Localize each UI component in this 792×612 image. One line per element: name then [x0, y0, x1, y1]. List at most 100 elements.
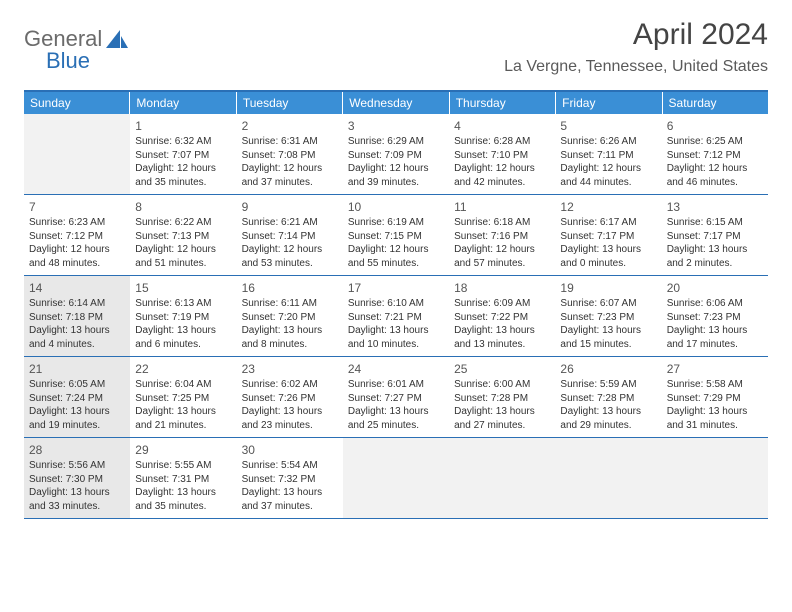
daylight-line-2: and 35 minutes.	[135, 500, 231, 514]
sunrise-line: Sunrise: 5:58 AM	[667, 378, 763, 392]
sunrise-line: Sunrise: 5:54 AM	[242, 459, 338, 473]
daylight-line-2: and 0 minutes.	[560, 257, 656, 271]
daylight-line-1: Daylight: 12 hours	[667, 162, 763, 176]
day-cell: 9Sunrise: 6:21 AMSunset: 7:14 PMDaylight…	[237, 195, 343, 275]
sunset-line: Sunset: 7:12 PM	[667, 149, 763, 163]
daylight-line-2: and 29 minutes.	[560, 419, 656, 433]
sunset-line: Sunset: 7:17 PM	[560, 230, 656, 244]
daylight-line-2: and 37 minutes.	[242, 176, 338, 190]
daylight-line-2: and 25 minutes.	[348, 419, 444, 433]
day-number: 19	[560, 280, 656, 296]
day-cell: 3Sunrise: 6:29 AMSunset: 7:09 PMDaylight…	[343, 114, 449, 194]
weekday-saturday: Saturday	[663, 92, 768, 114]
sunset-line: Sunset: 7:10 PM	[454, 149, 550, 163]
day-cell: 7Sunrise: 6:23 AMSunset: 7:12 PMDaylight…	[24, 195, 130, 275]
sunset-line: Sunset: 7:28 PM	[454, 392, 550, 406]
day-number: 24	[348, 361, 444, 377]
sunset-line: Sunset: 7:20 PM	[242, 311, 338, 325]
weekday-tuesday: Tuesday	[237, 92, 343, 114]
sunrise-line: Sunrise: 6:06 AM	[667, 297, 763, 311]
day-number: 4	[454, 118, 550, 134]
sunrise-line: Sunrise: 6:17 AM	[560, 216, 656, 230]
sunset-line: Sunset: 7:28 PM	[560, 392, 656, 406]
daylight-line-1: Daylight: 12 hours	[348, 243, 444, 257]
day-number: 13	[667, 199, 763, 215]
day-number: 18	[454, 280, 550, 296]
day-number: 3	[348, 118, 444, 134]
sunrise-line: Sunrise: 6:32 AM	[135, 135, 231, 149]
daylight-line-1: Daylight: 13 hours	[135, 405, 231, 419]
daylight-line-2: and 27 minutes.	[454, 419, 550, 433]
sunset-line: Sunset: 7:29 PM	[667, 392, 763, 406]
daylight-line-2: and 4 minutes.	[29, 338, 125, 352]
day-number: 10	[348, 199, 444, 215]
daylight-line-2: and 42 minutes.	[454, 176, 550, 190]
sunset-line: Sunset: 7:32 PM	[242, 473, 338, 487]
day-cell: 27Sunrise: 5:58 AMSunset: 7:29 PMDayligh…	[662, 357, 768, 437]
sunset-line: Sunset: 7:18 PM	[29, 311, 125, 325]
day-number: 8	[135, 199, 231, 215]
sunrise-line: Sunrise: 6:22 AM	[135, 216, 231, 230]
day-number: 15	[135, 280, 231, 296]
sunset-line: Sunset: 7:16 PM	[454, 230, 550, 244]
daylight-line-1: Daylight: 13 hours	[29, 324, 125, 338]
day-cell: 22Sunrise: 6:04 AMSunset: 7:25 PMDayligh…	[130, 357, 236, 437]
logo: General Blue	[24, 26, 128, 52]
title-block: April 2024 La Vergne, Tennessee, United …	[504, 18, 768, 76]
day-number: 23	[242, 361, 338, 377]
weekday-sunday: Sunday	[24, 92, 130, 114]
daylight-line-1: Daylight: 13 hours	[135, 324, 231, 338]
daylight-line-1: Daylight: 13 hours	[242, 324, 338, 338]
sunset-line: Sunset: 7:14 PM	[242, 230, 338, 244]
day-number: 29	[135, 442, 231, 458]
sunrise-line: Sunrise: 6:19 AM	[348, 216, 444, 230]
day-cell	[449, 438, 555, 518]
daylight-line-2: and 31 minutes.	[667, 419, 763, 433]
daylight-line-1: Daylight: 12 hours	[348, 162, 444, 176]
weekday-thursday: Thursday	[450, 92, 556, 114]
sunset-line: Sunset: 7:27 PM	[348, 392, 444, 406]
daylight-line-1: Daylight: 13 hours	[135, 486, 231, 500]
daylight-line-2: and 23 minutes.	[242, 419, 338, 433]
week-row: 28Sunrise: 5:56 AMSunset: 7:30 PMDayligh…	[24, 438, 768, 519]
sunset-line: Sunset: 7:07 PM	[135, 149, 231, 163]
daylight-line-2: and 13 minutes.	[454, 338, 550, 352]
sunrise-line: Sunrise: 6:11 AM	[242, 297, 338, 311]
sunrise-line: Sunrise: 6:01 AM	[348, 378, 444, 392]
day-cell	[662, 438, 768, 518]
sunrise-line: Sunrise: 6:23 AM	[29, 216, 125, 230]
daylight-line-2: and 51 minutes.	[135, 257, 231, 271]
day-number: 22	[135, 361, 231, 377]
sunrise-line: Sunrise: 6:15 AM	[667, 216, 763, 230]
daylight-line-1: Daylight: 12 hours	[242, 162, 338, 176]
sunset-line: Sunset: 7:15 PM	[348, 230, 444, 244]
daylight-line-2: and 55 minutes.	[348, 257, 444, 271]
day-number: 2	[242, 118, 338, 134]
day-cell: 11Sunrise: 6:18 AMSunset: 7:16 PMDayligh…	[449, 195, 555, 275]
daylight-line-1: Daylight: 13 hours	[29, 486, 125, 500]
logo-sail-icon	[106, 30, 128, 48]
daylight-line-2: and 17 minutes.	[667, 338, 763, 352]
header: General Blue April 2024 La Vergne, Tenne…	[0, 0, 792, 82]
sunrise-line: Sunrise: 6:10 AM	[348, 297, 444, 311]
weekday-wednesday: Wednesday	[343, 92, 449, 114]
daylight-line-2: and 2 minutes.	[667, 257, 763, 271]
daylight-line-1: Daylight: 13 hours	[29, 405, 125, 419]
sunrise-line: Sunrise: 6:02 AM	[242, 378, 338, 392]
day-number: 1	[135, 118, 231, 134]
daylight-line-2: and 19 minutes.	[29, 419, 125, 433]
day-cell: 20Sunrise: 6:06 AMSunset: 7:23 PMDayligh…	[662, 276, 768, 356]
week-row: 7Sunrise: 6:23 AMSunset: 7:12 PMDaylight…	[24, 195, 768, 276]
weekday-monday: Monday	[130, 92, 236, 114]
sunrise-line: Sunrise: 6:07 AM	[560, 297, 656, 311]
daylight-line-2: and 6 minutes.	[135, 338, 231, 352]
daylight-line-1: Daylight: 12 hours	[135, 243, 231, 257]
sunrise-line: Sunrise: 6:00 AM	[454, 378, 550, 392]
daylight-line-2: and 21 minutes.	[135, 419, 231, 433]
day-cell: 1Sunrise: 6:32 AMSunset: 7:07 PMDaylight…	[130, 114, 236, 194]
day-cell: 30Sunrise: 5:54 AMSunset: 7:32 PMDayligh…	[237, 438, 343, 518]
sunset-line: Sunset: 7:31 PM	[135, 473, 231, 487]
sunset-line: Sunset: 7:26 PM	[242, 392, 338, 406]
day-cell: 14Sunrise: 6:14 AMSunset: 7:18 PMDayligh…	[24, 276, 130, 356]
daylight-line-1: Daylight: 13 hours	[667, 243, 763, 257]
